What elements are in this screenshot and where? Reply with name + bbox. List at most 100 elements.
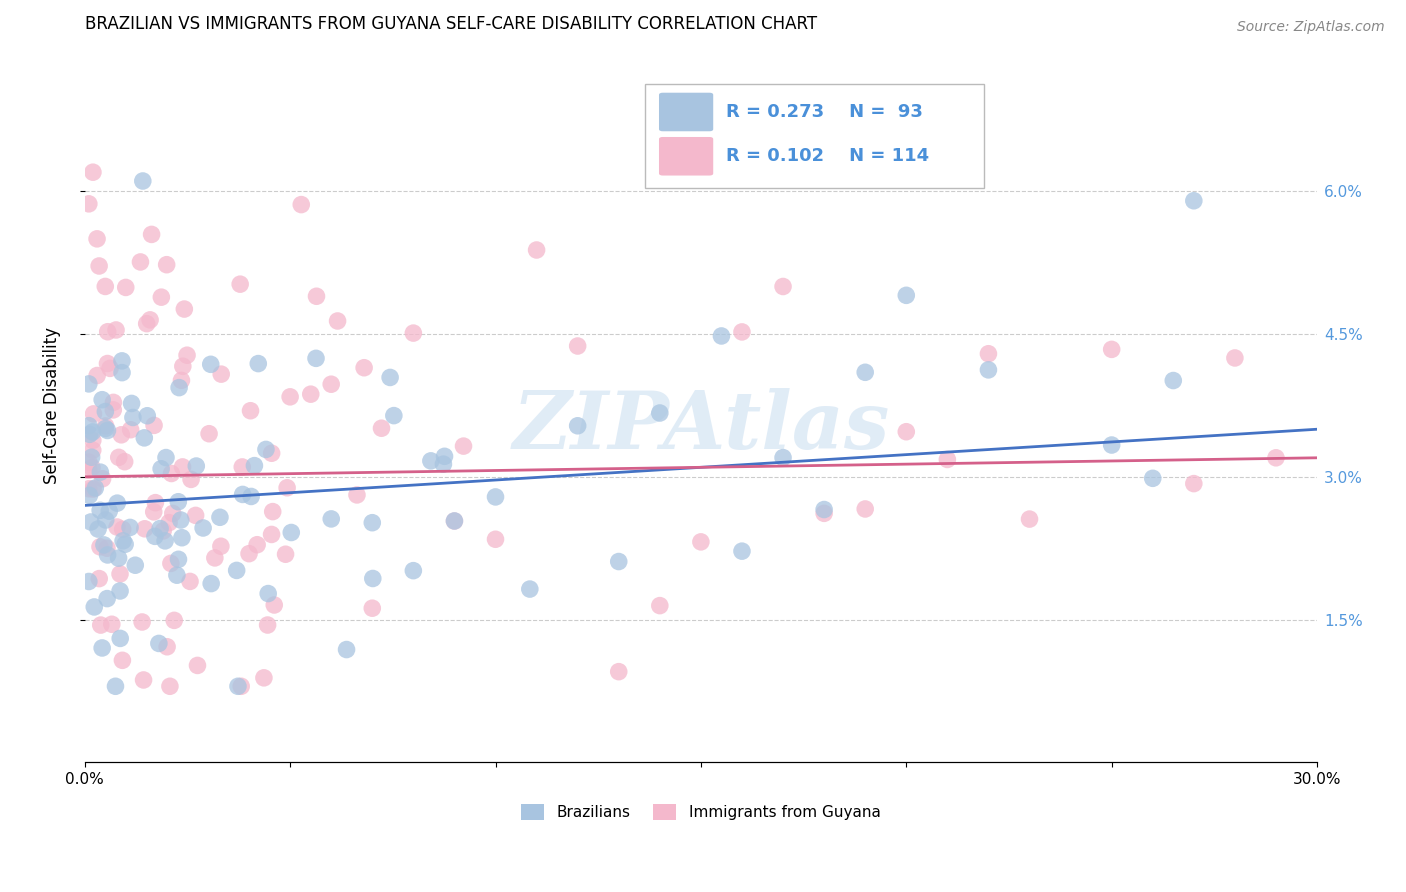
Point — [87, 522, 110, 536]
Point — [153, 533, 176, 548]
Point — [170, 531, 193, 545]
Point — [335, 642, 357, 657]
Point — [172, 459, 194, 474]
Point — [896, 425, 918, 439]
Point — [167, 381, 190, 395]
Point — [239, 403, 262, 417]
Text: Source: ZipAtlas.com: Source: ZipAtlas.com — [1237, 20, 1385, 34]
Point — [97, 548, 120, 562]
Point — [83, 407, 105, 421]
Point — [111, 653, 134, 667]
Point — [1142, 471, 1164, 485]
Point — [262, 505, 284, 519]
Point — [226, 679, 249, 693]
Point — [91, 640, 114, 655]
Point — [82, 165, 104, 179]
Point — [82, 443, 104, 458]
Point — [121, 396, 143, 410]
Point — [143, 418, 166, 433]
Point — [143, 529, 166, 543]
Point — [148, 636, 170, 650]
Point — [484, 533, 506, 547]
Point — [361, 516, 384, 530]
Point — [299, 387, 322, 401]
Point — [813, 502, 835, 516]
Point — [186, 658, 208, 673]
Point — [80, 515, 103, 529]
Point — [101, 617, 124, 632]
Point — [402, 564, 425, 578]
Point — [160, 557, 183, 571]
Point — [156, 640, 179, 654]
Point — [346, 488, 368, 502]
Point — [129, 255, 152, 269]
Point — [526, 243, 548, 257]
Point — [290, 197, 312, 211]
Point — [1223, 351, 1246, 365]
Point — [208, 510, 231, 524]
Point — [114, 280, 136, 294]
Point — [155, 450, 177, 465]
FancyBboxPatch shape — [645, 84, 984, 187]
Point — [263, 598, 285, 612]
Point — [77, 482, 100, 496]
Point — [443, 514, 465, 528]
Point — [82, 434, 104, 448]
Point — [86, 232, 108, 246]
Point — [361, 601, 384, 615]
Point — [82, 425, 104, 439]
Point — [382, 409, 405, 423]
Point — [98, 504, 121, 518]
Point — [94, 421, 117, 435]
Point — [94, 513, 117, 527]
Point — [274, 547, 297, 561]
Point — [89, 540, 111, 554]
Point — [107, 450, 129, 465]
Point — [361, 572, 384, 586]
Point — [167, 494, 190, 508]
Point — [710, 329, 733, 343]
Point — [91, 472, 114, 486]
Text: R = 0.102    N = 114: R = 0.102 N = 114 — [725, 147, 929, 165]
Point — [186, 458, 208, 473]
Point — [124, 558, 146, 573]
Point — [118, 520, 141, 534]
Point — [94, 419, 117, 434]
Point — [378, 370, 401, 384]
Point — [772, 279, 794, 293]
Point — [243, 458, 266, 473]
Point — [1101, 343, 1123, 357]
Point — [519, 582, 541, 596]
Point — [139, 313, 162, 327]
Point — [96, 541, 118, 556]
Point — [96, 424, 118, 438]
Point — [209, 539, 232, 553]
Point — [94, 404, 117, 418]
Point — [112, 533, 135, 548]
Point — [122, 410, 145, 425]
Point — [77, 197, 100, 211]
Point — [80, 450, 103, 465]
Point — [209, 367, 232, 381]
Point — [142, 505, 165, 519]
Point — [150, 290, 173, 304]
Point — [80, 460, 103, 475]
Text: ZIPAtlas: ZIPAtlas — [512, 388, 890, 466]
Point — [607, 665, 630, 679]
Point — [231, 459, 253, 474]
Point — [260, 446, 283, 460]
Point — [89, 503, 111, 517]
Point — [229, 277, 252, 292]
Point — [353, 360, 375, 375]
Point — [326, 314, 349, 328]
Point — [170, 513, 193, 527]
Point — [453, 439, 475, 453]
Point — [90, 618, 112, 632]
Point — [484, 490, 506, 504]
Point — [567, 339, 589, 353]
Point — [163, 613, 186, 627]
Legend: Brazilians, Immigrants from Guyana: Brazilians, Immigrants from Guyana — [515, 798, 887, 826]
Point — [89, 465, 111, 479]
Point — [176, 348, 198, 362]
Point — [104, 679, 127, 693]
